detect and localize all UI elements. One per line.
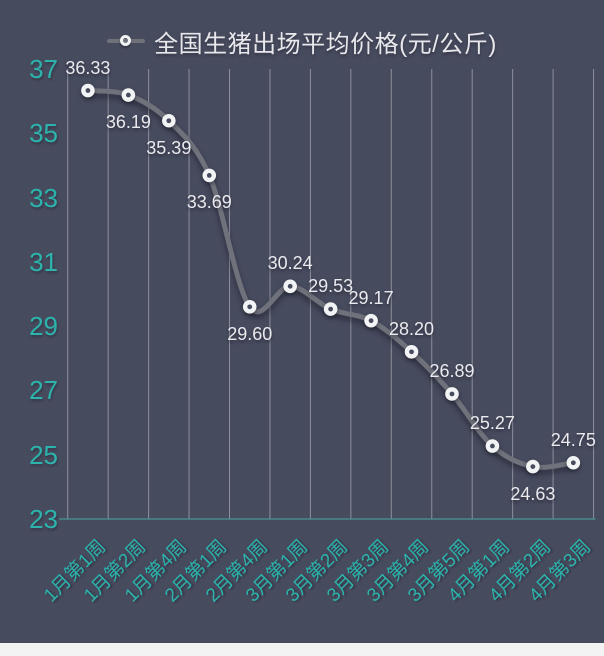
data-point-marker-hole [247,304,253,310]
data-point-marker-hole [368,318,374,324]
data-point-marker-hole [409,349,414,355]
legend-item[interactable]: 全国生猪出场平均价格(元/公斤) [0,24,604,58]
data-point-value-label: 24.63 [510,483,556,504]
data-point-marker-hole [449,391,455,397]
data-point-value-label: 24.75 [550,429,596,450]
footer-strip [0,643,604,656]
data-point-value-label: 25.27 [469,413,515,434]
data-point-marker-hole [328,306,334,312]
data-point-value-label: 36.19 [105,112,151,133]
y-axis-tick-label: 27 [29,375,58,406]
data-point-value-label: 29.60 [227,323,273,344]
y-axis-tick-label: 31 [29,246,58,277]
y-axis-tick-label: 33 [29,182,58,213]
data-point-value-label: 35.39 [146,137,192,158]
data-point-marker-hole [125,92,131,98]
data-point-value-label: 33.69 [186,192,232,213]
data-point-marker-hole [206,172,212,178]
legend-label: 全国生猪出场平均价格(元/公斤) [154,30,497,58]
data-point-value-label: 28.20 [388,318,435,339]
data-point-marker-hole [530,464,536,470]
data-point-marker-hole [287,283,293,289]
y-axis-tick-label: 37 [29,54,58,84]
data-point-value-label: 30.24 [267,253,313,274]
data-point-marker-hole [166,118,172,124]
data-point-value-label: 29.17 [348,287,394,308]
data-point-marker-hole [85,88,91,93]
data-point-marker-hole [490,443,495,449]
legend-line-marker-icon [107,34,146,48]
legend-dot-icon [120,35,132,46]
series-markers [81,83,581,474]
data-point-value-label: 26.89 [429,360,475,381]
y-axis-tick-label: 35 [29,118,58,149]
data-point-value-label: 36.33 [65,57,111,78]
y-axis-tick-label: 25 [29,439,58,470]
y-axis-tick-label: 23 [29,504,58,534]
y-axis-tick-label: 29 [29,311,58,342]
data-point-value-label: 29.53 [308,276,354,297]
data-point-marker-hole [570,460,576,466]
